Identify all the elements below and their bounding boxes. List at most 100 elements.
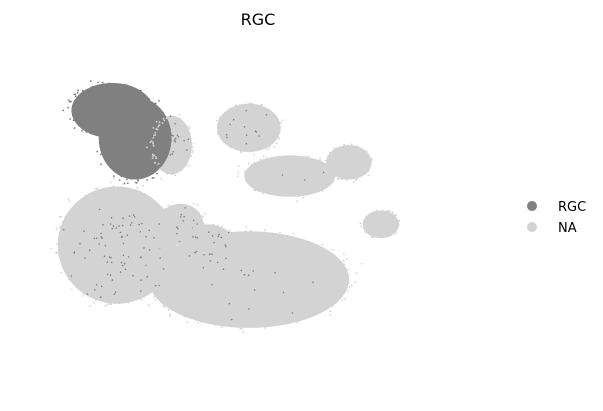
scatter-point bbox=[192, 239, 194, 242]
scatter-point bbox=[365, 152, 367, 155]
scatter-point bbox=[293, 192, 296, 195]
scatter-point bbox=[147, 195, 149, 198]
scatter-point bbox=[331, 152, 334, 155]
scatter-point bbox=[366, 215, 369, 218]
scatter-point bbox=[281, 174, 284, 176]
scatter-point bbox=[329, 314, 332, 317]
legend-entry-na: NA bbox=[527, 221, 577, 236]
scatter-point bbox=[180, 249, 183, 252]
scatter-point bbox=[155, 211, 158, 214]
scatter-point bbox=[79, 279, 82, 281]
scatter-point bbox=[359, 222, 362, 225]
scatter-point bbox=[198, 225, 201, 228]
scatter-point bbox=[175, 302, 178, 305]
scatter-point bbox=[173, 230, 176, 233]
scatter-point bbox=[380, 211, 383, 213]
scatter-point bbox=[196, 312, 199, 315]
scatter-point bbox=[112, 85, 115, 88]
scatter-point bbox=[99, 296, 102, 298]
scatter-point bbox=[98, 243, 100, 245]
scatter-point bbox=[162, 277, 165, 280]
scatter-point bbox=[173, 306, 176, 308]
scatter-point bbox=[173, 245, 176, 248]
scatter-point bbox=[153, 167, 156, 170]
scatter-point bbox=[270, 114, 273, 116]
scatter-point bbox=[200, 219, 202, 221]
scatter-point bbox=[248, 308, 250, 310]
scatter-point bbox=[74, 274, 77, 277]
scatter-point bbox=[168, 297, 171, 300]
scatter-point bbox=[264, 327, 267, 329]
scatter-point bbox=[140, 295, 143, 297]
scatter-point bbox=[162, 305, 165, 307]
scatter-point bbox=[184, 160, 187, 163]
scatter-point bbox=[319, 159, 321, 162]
scatter-point bbox=[178, 117, 181, 120]
scatter-point bbox=[122, 254, 125, 257]
scatter-point bbox=[91, 197, 93, 200]
scatter-point bbox=[124, 268, 127, 271]
scatter-point bbox=[148, 229, 150, 232]
scatter-point bbox=[115, 84, 118, 86]
chart-title: RGC bbox=[241, 10, 276, 29]
scatter-point bbox=[77, 277, 79, 280]
scatter-point bbox=[284, 156, 287, 159]
scatter-point bbox=[98, 134, 101, 137]
scatter-point bbox=[267, 109, 270, 112]
scatter-point bbox=[161, 299, 164, 302]
scatter-point bbox=[262, 161, 265, 163]
scatter-point bbox=[230, 256, 233, 258]
cluster-na-8 bbox=[180, 224, 236, 266]
scatter-point bbox=[158, 280, 161, 282]
scatter-point bbox=[69, 211, 72, 214]
scatter-point bbox=[220, 324, 222, 327]
scatter-point bbox=[183, 315, 186, 318]
scatter-point bbox=[239, 325, 242, 327]
scatter-point bbox=[124, 175, 126, 178]
scatter-point bbox=[80, 282, 83, 285]
scatter-point bbox=[70, 265, 72, 267]
scatter-point bbox=[245, 105, 248, 107]
scatter-point bbox=[294, 244, 297, 246]
scatter-point bbox=[68, 276, 71, 279]
scatter-point bbox=[154, 284, 157, 287]
scatter-point bbox=[182, 255, 185, 257]
scatter-point bbox=[107, 114, 110, 117]
scatter-point bbox=[218, 233, 220, 236]
scatter-point bbox=[223, 230, 226, 233]
scatter-point bbox=[162, 303, 165, 305]
scatter-point bbox=[76, 104, 79, 107]
scatter-point bbox=[160, 292, 163, 295]
scatter-point bbox=[251, 181, 254, 184]
scatter-point bbox=[104, 113, 106, 115]
scatter-point bbox=[109, 162, 112, 165]
scatter-point bbox=[264, 110, 267, 113]
scatter-point bbox=[97, 132, 99, 135]
scatter-point bbox=[117, 192, 120, 195]
scatter-point bbox=[153, 237, 155, 239]
scatter-point bbox=[268, 146, 271, 149]
scatter-point bbox=[101, 130, 104, 133]
scatter-point bbox=[364, 230, 367, 233]
scatter-point bbox=[63, 226, 66, 229]
scatter-point bbox=[56, 243, 59, 246]
scatter-point bbox=[81, 91, 84, 94]
scatter-point bbox=[136, 290, 139, 293]
scatter-point bbox=[161, 219, 164, 222]
scatter-point bbox=[316, 303, 318, 306]
scatter-point bbox=[68, 223, 71, 226]
scatter-point bbox=[371, 233, 373, 236]
scatter-point bbox=[62, 109, 65, 112]
scatter-point bbox=[103, 187, 106, 190]
scatter-point bbox=[373, 235, 375, 238]
scatter-point bbox=[249, 102, 251, 105]
scatter-point bbox=[304, 242, 307, 245]
scatter-point bbox=[100, 128, 103, 131]
scatter-point bbox=[249, 168, 251, 171]
scatter-point bbox=[139, 89, 142, 92]
scatter-point bbox=[118, 295, 121, 297]
scatter-point bbox=[96, 188, 99, 190]
scatter-point bbox=[117, 301, 120, 304]
scatter-point bbox=[146, 111, 149, 114]
scatter-point bbox=[197, 322, 199, 324]
